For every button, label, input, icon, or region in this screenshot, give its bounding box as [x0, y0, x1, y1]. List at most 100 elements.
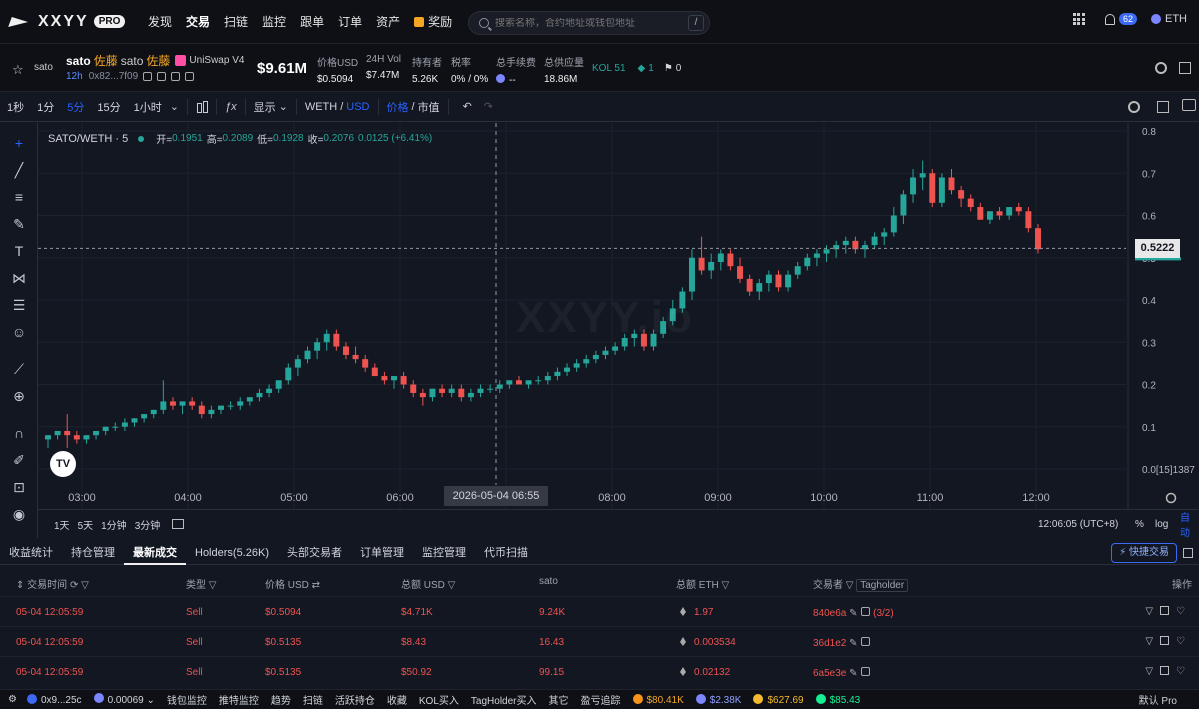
- quote-weth[interactable]: WETH: [304, 100, 338, 113]
- bell-icon[interactable]: [1104, 13, 1115, 25]
- th-price[interactable]: 价格 USD ⇄: [265, 580, 321, 591]
- status-favorites[interactable]: 收藏: [386, 696, 407, 707]
- tradingview-logo[interactable]: TV: [50, 451, 76, 477]
- open-link-icon[interactable]: [1160, 666, 1170, 675]
- tab-latest-trades[interactable]: 最新成交: [124, 541, 186, 565]
- filter-icon[interactable]: ▽: [1145, 606, 1154, 617]
- ruler-icon[interactable]: ⟋: [14, 361, 24, 377]
- trendline-icon[interactable]: ╱: [14, 162, 24, 178]
- magnet-icon[interactable]: ∩: [13, 425, 25, 441]
- filter-icon[interactable]: ▽: [1145, 666, 1154, 677]
- status-twitter-monitor[interactable]: 推特监控: [218, 696, 259, 707]
- tab-top-traders[interactable]: 头部交易者: [286, 546, 342, 559]
- chain-selector[interactable]: ETH: [1165, 13, 1187, 25]
- tf-1s[interactable]: 1秒: [7, 101, 25, 114]
- status-trends[interactable]: 趋势: [270, 696, 291, 707]
- log-toggle[interactable]: log: [1155, 518, 1169, 530]
- cell-trader[interactable]: 36d1e2 ✎: [813, 637, 871, 649]
- range-1d[interactable]: 1天: [54, 520, 70, 532]
- edit-icon[interactable]: ✎: [849, 638, 858, 649]
- brand-logo[interactable]: XXYY PRO: [10, 13, 148, 31]
- indicators-icon[interactable]: ƒx: [224, 100, 237, 113]
- trader-address[interactable]: 840e6a: [813, 608, 847, 619]
- wallet-selector[interactable]: 0x9...25c: [26, 693, 82, 706]
- display-menu[interactable]: 显示: [253, 101, 276, 114]
- redo-icon[interactable]: ↷: [483, 101, 493, 113]
- candles-icon[interactable]: [196, 100, 208, 113]
- lock-pen-icon[interactable]: ✐: [13, 452, 25, 468]
- text-icon[interactable]: T: [14, 243, 24, 259]
- th-type[interactable]: 类型 ▽: [186, 580, 217, 591]
- share-icon[interactable]: [171, 72, 181, 81]
- tf-1h[interactable]: 1小时: [133, 101, 162, 114]
- brush-icon[interactable]: ✎: [13, 216, 25, 232]
- tf-dropdown-chevron-icon[interactable]: ⌄: [169, 101, 179, 113]
- filter-icon[interactable]: ▽: [1145, 636, 1154, 647]
- heart-icon[interactable]: ♡: [1176, 606, 1185, 617]
- status-scan[interactable]: 扫链: [302, 696, 323, 707]
- pattern-icon[interactable]: ⋈: [12, 270, 26, 286]
- search-input[interactable]: [495, 17, 695, 29]
- heart-icon[interactable]: ♡: [1176, 636, 1185, 647]
- kol-info[interactable]: KOL 51 ◆ 1 ⚑ 0: [592, 63, 681, 74]
- copy-trader-icon[interactable]: [861, 637, 871, 646]
- range-3min[interactable]: 3分钟: [134, 520, 161, 532]
- horizontal-lines-icon[interactable]: ≡: [14, 189, 24, 205]
- tf-5m[interactable]: 5分: [67, 101, 85, 114]
- tf-15m[interactable]: 15分: [97, 101, 121, 114]
- auto-toggle[interactable]: 自动: [1180, 513, 1190, 539]
- eye-icon[interactable]: ◉: [12, 506, 26, 522]
- date-range-icon[interactable]: [172, 519, 185, 529]
- search-token-icon[interactable]: [157, 72, 167, 81]
- copy-trader-icon[interactable]: [861, 667, 871, 676]
- lock-icon[interactable]: ⊡: [13, 479, 25, 495]
- apps-grid-icon[interactable]: [1072, 13, 1085, 25]
- nav-copytrade[interactable]: 跟单: [300, 15, 325, 29]
- range-5d[interactable]: 5天: [77, 520, 94, 532]
- table-row[interactable]: 05-04 12:05:59 Sell $0.5094 $4.71K 9.24K 1.97…: [0, 596, 1199, 626]
- mode-selector[interactable]: 默认 Pro: [1138, 696, 1177, 707]
- percent-toggle[interactable]: %: [1135, 518, 1144, 530]
- camera-icon[interactable]: [1182, 99, 1196, 111]
- panel-toggle-icon[interactable]: [1183, 548, 1193, 558]
- nav-orders[interactable]: 订单: [338, 15, 363, 29]
- nav-monitor[interactable]: 监控: [262, 15, 287, 29]
- th-eth[interactable]: 总额 ETH ▽: [676, 580, 730, 591]
- tab-token-scan[interactable]: 代币扫描: [483, 546, 528, 559]
- emoji-icon[interactable]: ☺: [11, 324, 27, 340]
- tab-positions[interactable]: 持仓管理: [71, 546, 115, 559]
- status-active-holdings[interactable]: 活跃持仓: [334, 696, 375, 707]
- cell-trader[interactable]: 840e6a ✎ (3/2): [813, 607, 894, 619]
- trader-address[interactable]: 36d1e2: [813, 638, 847, 649]
- status-settings-icon[interactable]: ⚙: [8, 694, 17, 705]
- status-wallet-monitor[interactable]: 钱包监控: [166, 696, 207, 707]
- th-tagholder[interactable]: Tagholder: [856, 579, 909, 592]
- expand-icon[interactable]: [1179, 62, 1191, 74]
- th-trader[interactable]: 交易者 ▽ Tagholder: [813, 576, 909, 592]
- status-pnl-tracker[interactable]: 盈亏追踪: [580, 696, 621, 707]
- tab-monitors[interactable]: 监控管理: [421, 546, 466, 559]
- status-other[interactable]: 其它: [548, 696, 569, 707]
- zoom-in-icon[interactable]: ⊕: [13, 388, 25, 404]
- mode-price[interactable]: 价格: [386, 101, 409, 114]
- edit-icon[interactable]: ✎: [849, 668, 858, 679]
- quote-usd[interactable]: USD: [346, 100, 370, 113]
- status-tagholder-buy[interactable]: TagHolder买入: [470, 696, 537, 707]
- table-row[interactable]: 05-04 12:05:59 Sell $0.5135 $8.43 16.43 0.003…: [0, 626, 1199, 656]
- nav-assets[interactable]: 资产: [376, 15, 401, 29]
- undo-icon[interactable]: ↶: [462, 101, 472, 113]
- chart-fullscreen-icon[interactable]: [1157, 101, 1169, 113]
- status-kol-buy[interactable]: KOL买入: [418, 696, 459, 707]
- cell-trader[interactable]: 6a5e3e ✎: [813, 667, 871, 679]
- tab-pnl[interactable]: 收益统计: [9, 546, 53, 559]
- settings-gear-icon[interactable]: [1155, 62, 1167, 74]
- price-chart[interactable]: 0.80.70.60.50.40.30.20.10.0[15]138703:00…: [38, 123, 1199, 539]
- tab-holders[interactable]: Holders(5.26K): [195, 546, 269, 559]
- th-time[interactable]: ⇕ 交易时间 ⟳ ▽: [16, 580, 89, 591]
- chart-settings-icon[interactable]: [1128, 101, 1140, 113]
- range-1min[interactable]: 1分钟: [101, 520, 127, 532]
- open-link-icon[interactable]: [1160, 606, 1170, 615]
- trader-address[interactable]: 6a5e3e: [813, 668, 847, 679]
- tf-1m[interactable]: 1分: [37, 101, 55, 114]
- table-row[interactable]: 05-04 12:05:59 Sell $0.5135 $50.92 99.15 0.02…: [0, 656, 1199, 686]
